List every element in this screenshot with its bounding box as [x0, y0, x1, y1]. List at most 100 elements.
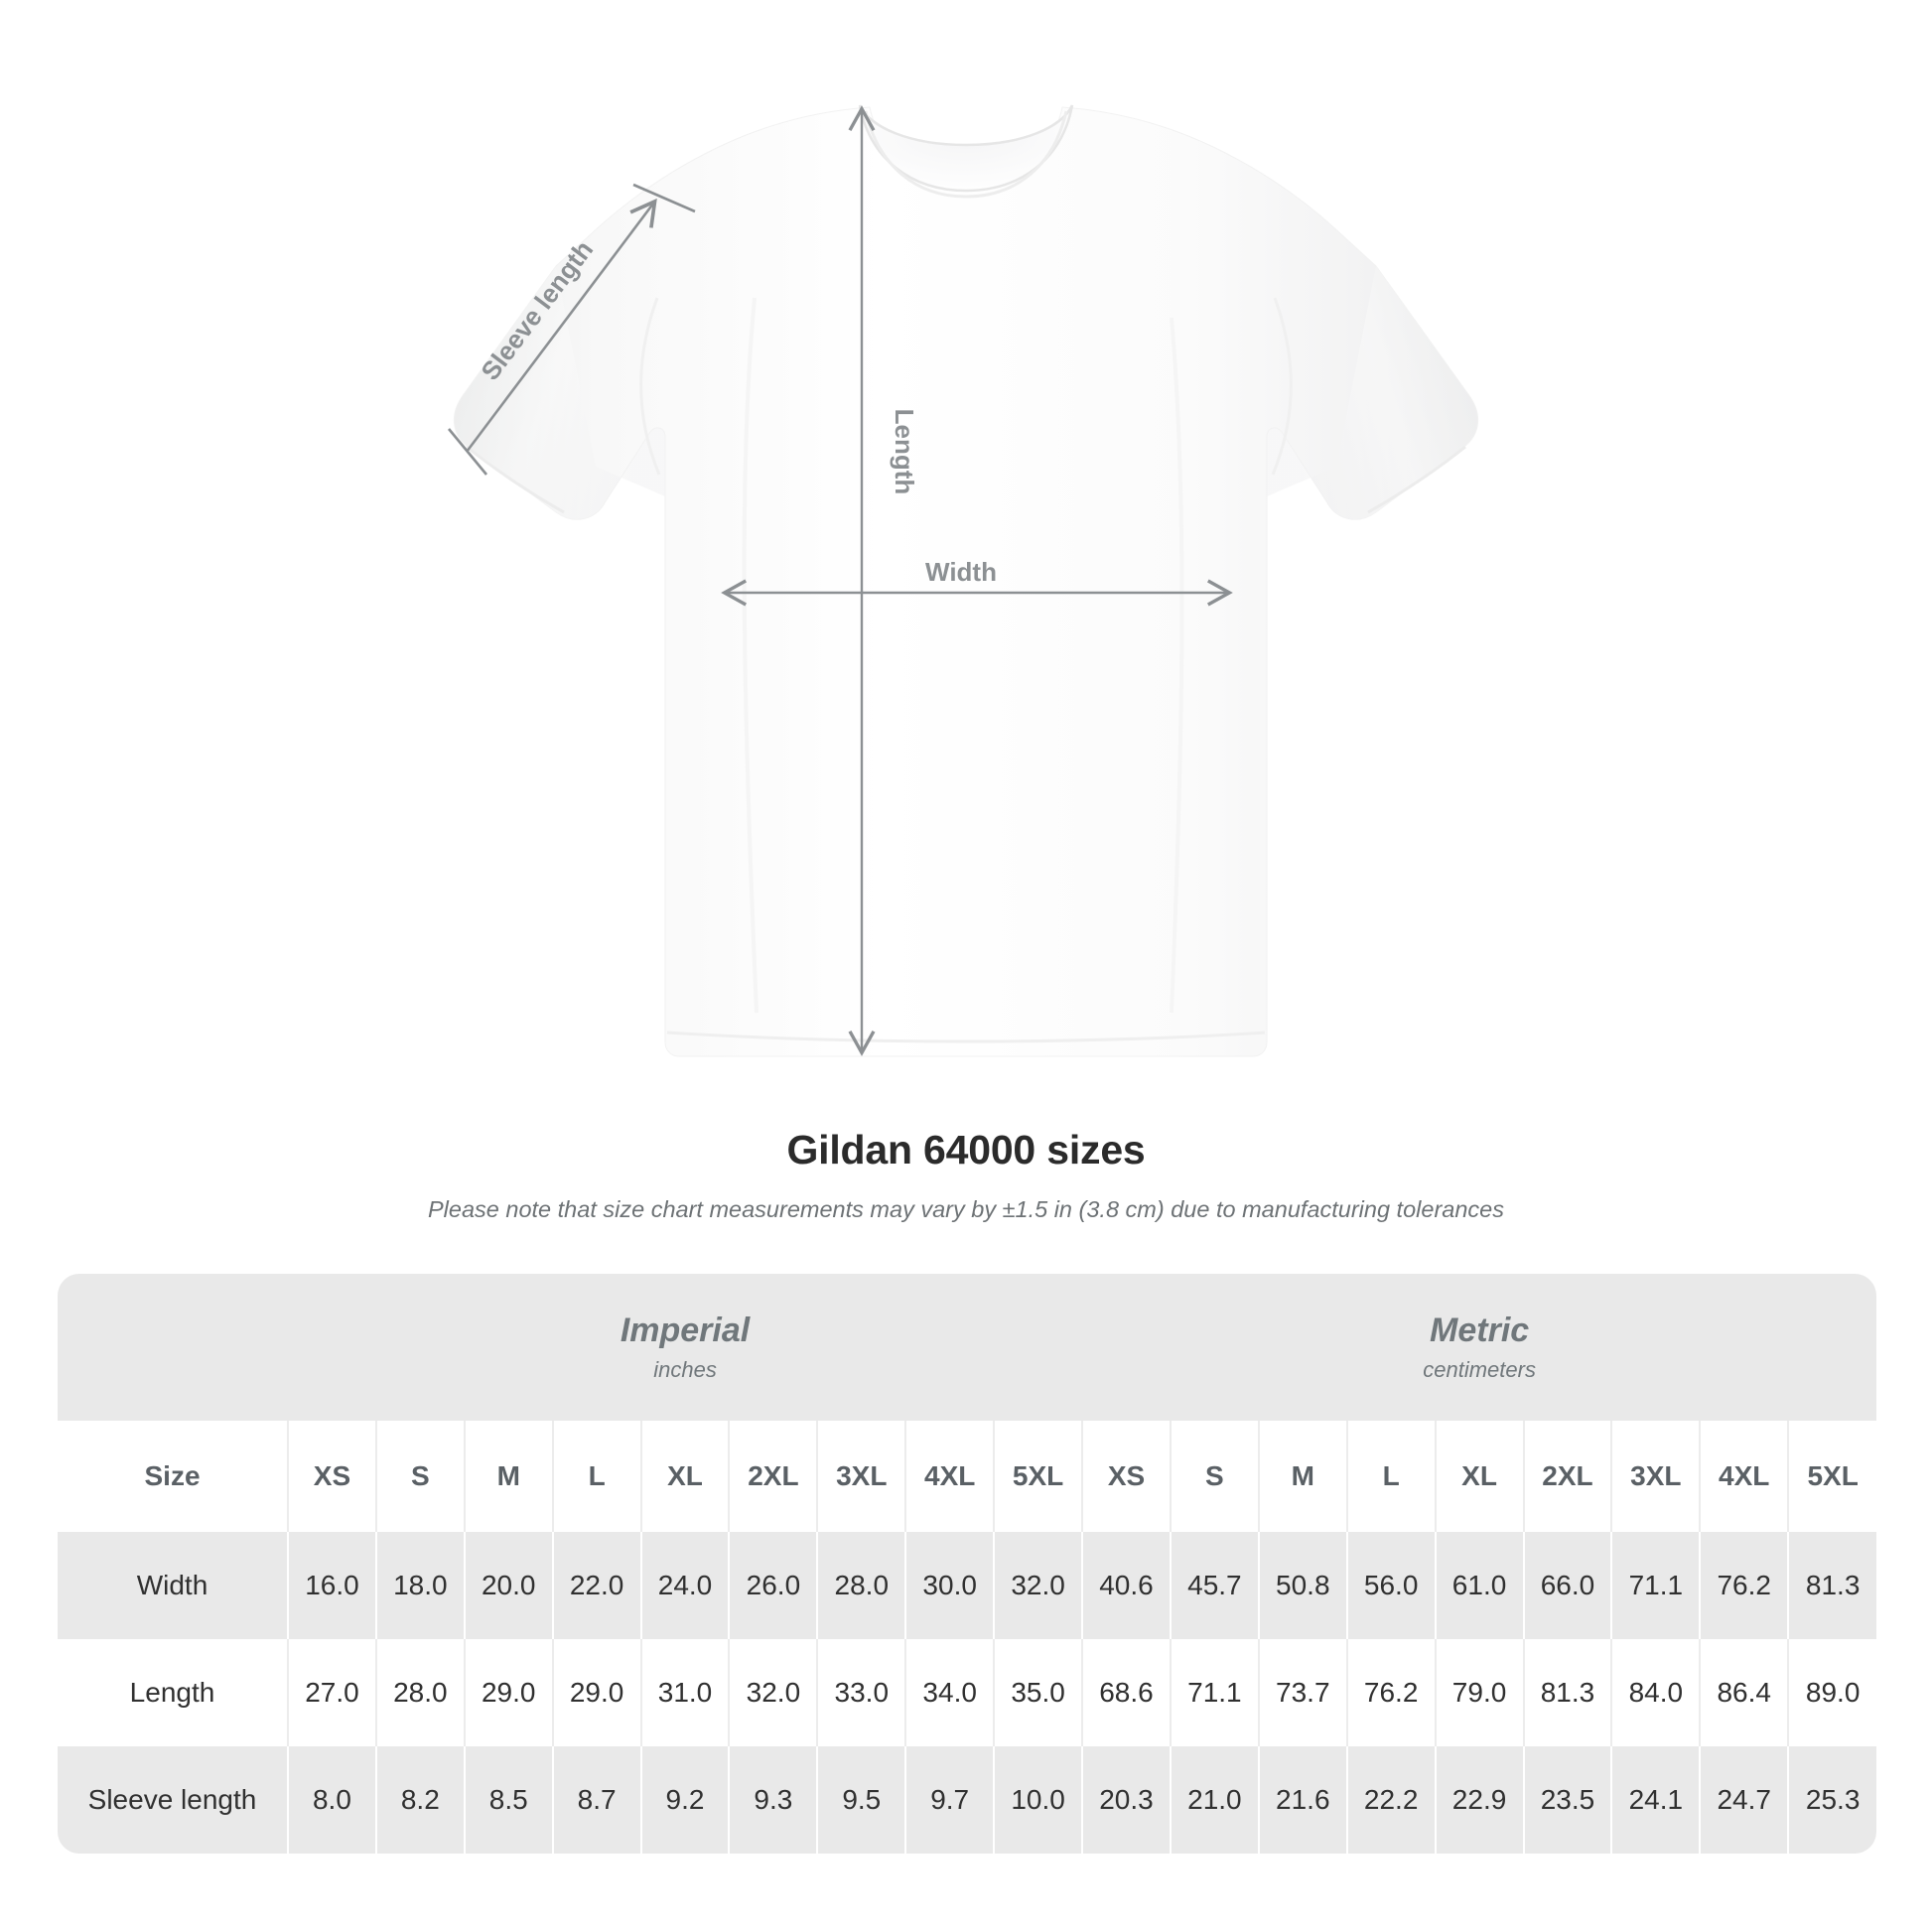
header-size-imp-1: S: [375, 1421, 466, 1532]
cell-sleeve-imp-4: 9.2: [640, 1746, 731, 1854]
cell-length-met-7: 86.4: [1700, 1639, 1790, 1746]
cell-length-met-0: 68.6: [1082, 1639, 1172, 1746]
table-row: Sleeve length 8.0 8.2 8.5 8.7 9.2 9.3 9.…: [58, 1746, 1877, 1854]
size-table-container: Imperial inches Metric centimeters Size …: [58, 1274, 1877, 1854]
cell-sleeve-imp-8: 10.0: [994, 1746, 1084, 1854]
unit-metric: Metric centimeters: [1082, 1274, 1877, 1421]
collar-inner-edge: [864, 110, 1068, 199]
cell-sleeve-imp-6: 9.5: [817, 1746, 907, 1854]
header-size-imp-6: 3XL: [817, 1421, 907, 1532]
sleeve-length-base-tick: [447, 428, 488, 476]
header-size-imp-4: XL: [640, 1421, 731, 1532]
cell-sleeve-met-6: 24.1: [1611, 1746, 1702, 1854]
header-size-met-2: M: [1258, 1421, 1348, 1532]
cell-length-met-4: 79.0: [1435, 1639, 1525, 1746]
header-size-imp-5: 2XL: [729, 1421, 819, 1532]
header-size-imp-7: 4XL: [905, 1421, 996, 1532]
cell-length-met-1: 71.1: [1170, 1639, 1260, 1746]
unit-imperial-sub: inches: [653, 1357, 717, 1383]
cell-length-met-3: 76.2: [1346, 1639, 1437, 1746]
cell-length-imp-0: 27.0: [288, 1639, 377, 1746]
cell-width-met-5: 66.0: [1523, 1532, 1613, 1639]
size-header-row: Size XS S M L XL 2XL 3XL 4XL 5XL XS S M …: [58, 1421, 1877, 1532]
header-size-met-3: L: [1346, 1421, 1437, 1532]
width-dimension: Width: [721, 557, 1233, 607]
width-label: Width: [925, 557, 997, 587]
cell-length-imp-8: 35.0: [994, 1639, 1084, 1746]
cell-width-imp-6: 28.0: [817, 1532, 907, 1639]
cell-width-imp-7: 30.0: [905, 1532, 996, 1639]
header-size-met-4: XL: [1435, 1421, 1525, 1532]
tolerance-note: Please note that size chart measurements…: [428, 1196, 1504, 1223]
header-size-met-6: 3XL: [1611, 1421, 1702, 1532]
unit-metric-name: Metric: [1430, 1311, 1530, 1349]
page-title: Gildan 64000 sizes: [786, 1127, 1146, 1173]
cell-width-imp-3: 22.0: [552, 1532, 642, 1639]
header-size-label: Size: [58, 1421, 289, 1532]
cell-length-imp-3: 29.0: [552, 1639, 642, 1746]
cell-sleeve-imp-5: 9.3: [729, 1746, 819, 1854]
header-size-met-8: 5XL: [1788, 1421, 1877, 1532]
unit-banner-row: Imperial inches Metric centimeters: [58, 1274, 1877, 1421]
header-size-imp-2: M: [464, 1421, 554, 1532]
length-label: Length: [890, 409, 919, 495]
chart-heading: Gildan 64000 sizes Please note that size…: [0, 1127, 1932, 1223]
header-size-imp-8: 5XL: [994, 1421, 1084, 1532]
cell-sleeve-met-1: 21.0: [1170, 1746, 1260, 1854]
tshirt-diagram: Sleeve length Length Width: [447, 104, 1479, 1057]
cell-length-met-2: 73.7: [1258, 1639, 1348, 1746]
cell-width-met-1: 45.7: [1170, 1532, 1260, 1639]
header-size-met-5: 2XL: [1523, 1421, 1613, 1532]
cell-sleeve-met-7: 24.7: [1700, 1746, 1790, 1854]
cell-width-met-2: 50.8: [1258, 1532, 1348, 1639]
cell-sleeve-met-3: 22.2: [1346, 1746, 1437, 1854]
cell-width-met-3: 56.0: [1346, 1532, 1437, 1639]
cell-length-imp-6: 33.0: [817, 1639, 907, 1746]
cell-width-met-7: 76.2: [1700, 1532, 1790, 1639]
cell-sleeve-imp-3: 8.7: [552, 1746, 642, 1854]
cell-length-met-5: 81.3: [1523, 1639, 1613, 1746]
tshirt-left-sleeve: [454, 266, 665, 520]
tshirt-right-sleeve: [1267, 266, 1478, 520]
cell-width-met-0: 40.6: [1082, 1532, 1172, 1639]
cell-width-met-6: 71.1: [1611, 1532, 1702, 1639]
cell-width-imp-4: 24.0: [640, 1532, 731, 1639]
cell-length-imp-1: 28.0: [375, 1639, 466, 1746]
tshirt-collar: [858, 104, 1074, 193]
fabric-fold-2: [1170, 317, 1184, 1014]
left-sleeve-hem: [466, 445, 565, 514]
cell-length-met-6: 84.0: [1611, 1639, 1702, 1746]
header-size-imp-0: XS: [288, 1421, 377, 1532]
cell-width-imp-1: 18.0: [375, 1532, 466, 1639]
header-size-imp-3: L: [552, 1421, 642, 1532]
cell-width-met-8: 81.3: [1788, 1532, 1877, 1639]
right-sleeve-hem: [1367, 445, 1466, 514]
cell-width-imp-2: 20.0: [464, 1532, 554, 1639]
cell-length-imp-7: 34.0: [905, 1639, 996, 1746]
size-table: Imperial inches Metric centimeters Size …: [58, 1274, 1877, 1854]
right-armhole-seam: [1271, 297, 1293, 476]
header-size-met-0: XS: [1082, 1421, 1172, 1532]
table-row: Width 16.0 18.0 20.0 22.0 24.0 26.0 28.0…: [58, 1532, 1877, 1639]
cell-sleeve-imp-7: 9.7: [905, 1746, 996, 1854]
cell-sleeve-met-0: 20.3: [1082, 1746, 1172, 1854]
unit-imperial-name: Imperial: [620, 1311, 751, 1349]
row-label-width: Width: [58, 1532, 289, 1639]
header-size-met-1: S: [1170, 1421, 1260, 1532]
header-size-met-7: 4XL: [1700, 1421, 1790, 1532]
tshirt-bottom-hem: [666, 1031, 1266, 1043]
cell-sleeve-met-8: 25.3: [1788, 1746, 1877, 1854]
unit-banner-spacer: [58, 1274, 288, 1421]
cell-length-met-8: 89.0: [1788, 1639, 1877, 1746]
cell-width-imp-8: 32.0: [994, 1532, 1084, 1639]
cell-length-imp-4: 31.0: [640, 1639, 731, 1746]
row-label-sleeve-length: Sleeve length: [58, 1746, 289, 1854]
cell-width-imp-5: 26.0: [729, 1532, 819, 1639]
cell-sleeve-imp-0: 8.0: [288, 1746, 377, 1854]
table-row: Length 27.0 28.0 29.0 29.0 31.0 32.0 33.…: [58, 1639, 1877, 1746]
cell-sleeve-imp-1: 8.2: [375, 1746, 466, 1854]
cell-sleeve-met-5: 23.5: [1523, 1746, 1613, 1854]
cell-length-imp-5: 32.0: [729, 1639, 819, 1746]
unit-imperial: Imperial inches: [288, 1274, 1083, 1421]
